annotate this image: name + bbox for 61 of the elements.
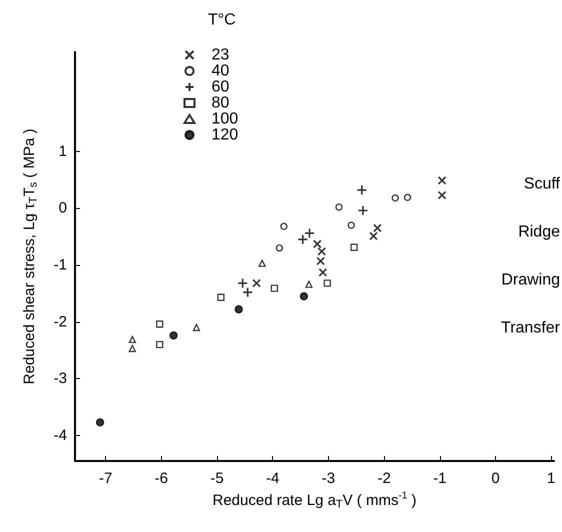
annotation: Ridge [518,224,560,240]
point [324,280,331,287]
point [128,344,136,352]
y-tick-label: 1 [58,142,67,160]
x-tick-label: -2 [377,470,391,487]
legend-label: 120 [212,126,238,144]
annotation: Drawing [501,272,560,288]
point [270,284,278,292]
point [280,222,288,230]
point [169,331,178,340]
point [156,340,164,348]
x-tick-label: -5 [210,470,224,487]
y-axis-title: Reduced shear stress, Lg τTTs ( MPa ) [21,128,40,384]
point [96,418,104,426]
point [298,234,308,245]
legend-label: 60 [212,78,230,96]
x-tick-label: 0 [491,470,500,487]
point [252,278,261,288]
point [392,194,399,202]
y-tick-label: -4 [54,426,67,444]
annotation: Transfer [501,320,561,336]
point [237,278,248,288]
point [192,324,200,332]
point [348,222,355,229]
point [312,240,322,248]
point [350,244,358,252]
point [304,228,315,239]
point [404,194,412,202]
point [276,244,284,252]
point [300,292,308,300]
x-tick-label: -6 [154,470,168,487]
point [358,205,368,216]
point [335,203,343,211]
point [318,268,328,277]
point [128,336,136,344]
point [242,286,253,298]
x-tick-label: -7 [98,470,112,487]
y-tick-label: -2 [54,313,67,330]
x-tick-label: -3 [322,470,336,487]
point [217,294,225,301]
y-tick-label: 0 [58,200,67,217]
point [369,232,378,240]
point [258,260,266,267]
annotation: Scuff [524,176,561,192]
x-tick-label: -1 [433,470,446,487]
x-tick-label: -4 [266,470,280,487]
point [438,176,446,185]
y-tick-label: -1 [54,256,67,274]
legend-label: 80 [212,94,230,112]
point [356,184,368,196]
legend-title: T°C [208,12,236,28]
legend-label: 100 [212,110,238,128]
point [156,320,164,328]
point [438,190,446,200]
y-tick-label: -3 [54,370,67,388]
point [305,280,313,288]
point [373,224,382,232]
legend-label: 40 [212,62,230,80]
x-tick-label: 1 [547,470,556,487]
point [234,305,243,314]
legend-label: 23 [212,46,230,64]
